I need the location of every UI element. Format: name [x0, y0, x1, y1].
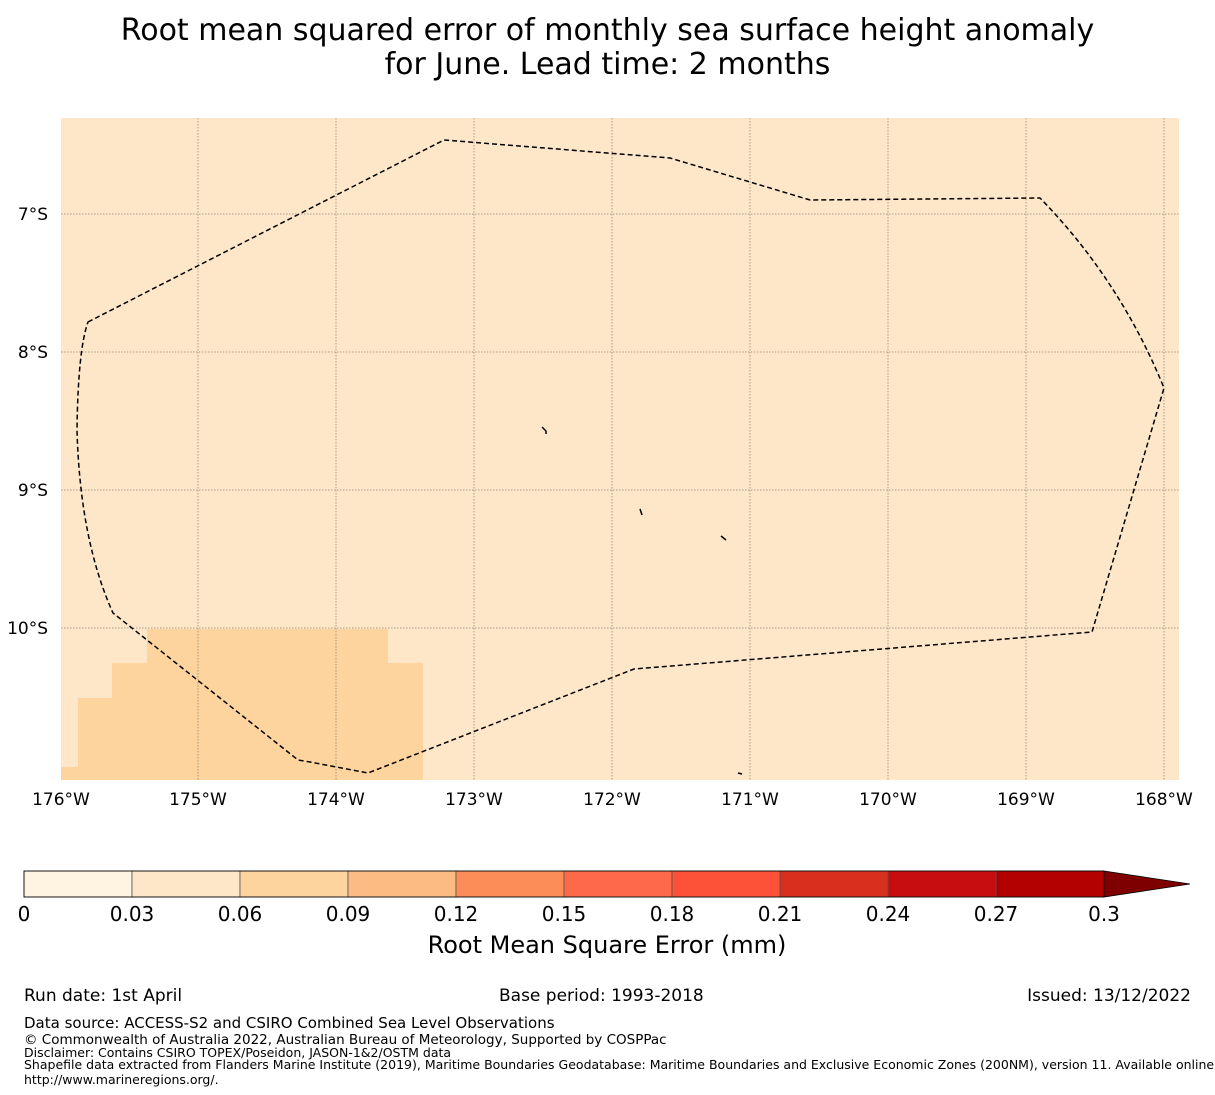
- colorbar-tick-label: 0.18: [650, 902, 695, 926]
- map: 176°W 175°W 174°W 173°W 172°W 171°W 170°…: [7, 118, 1193, 810]
- colorbar-tick-label: 0.12: [434, 902, 479, 926]
- colorbar-box: [347, 870, 457, 898]
- base-period: Base period: 1993-2018: [499, 986, 704, 1006]
- colorbar-box: [887, 870, 997, 898]
- colorbar-box: [131, 870, 241, 898]
- run-date: Run date: 1st April: [24, 986, 183, 1006]
- disclaimer: Disclaimer: Contains CSIRO TOPEX/Poseido…: [24, 1045, 452, 1060]
- colorbar-box: [23, 870, 133, 898]
- island: [541, 426, 547, 434]
- colorbar-tick-label: 0.21: [758, 902, 803, 926]
- shapefile-url: http://www.marineregions.org/.: [24, 1072, 219, 1087]
- lon-tick-label: 168°W: [1135, 790, 1193, 810]
- lat-tick-label: 9°S: [18, 481, 48, 501]
- colorbar-tick-label: 0.27: [974, 902, 1019, 926]
- colorbar-tick-label: 0.24: [866, 902, 911, 926]
- colorbar-extend-arrow: [1103, 870, 1191, 898]
- colorbar-tick-label: 0.3: [1088, 902, 1120, 926]
- colorbar-tick-label: 0.06: [218, 902, 263, 926]
- colorbar-box: [455, 870, 565, 898]
- shapefile-credit: Shapefile data extracted from Flanders M…: [24, 1057, 1215, 1072]
- lon-tick-label: 172°W: [583, 790, 641, 810]
- issued-date: Issued: 13/12/2022: [1027, 986, 1191, 1006]
- colorbar-label: Root Mean Square Error (mm): [428, 931, 787, 959]
- islands: [541, 426, 743, 775]
- colorbar: 0 0.03 0.06 0.09 0.12 0.15 0.18 0.21 0.24 0.27 0.3…: [18, 870, 1191, 959]
- title-line-2: for June. Lead time: 2 months: [384, 47, 831, 82]
- island: [639, 508, 643, 516]
- lon-tick-label: 171°W: [721, 790, 779, 810]
- colorbar-tick-label: 0: [18, 902, 31, 926]
- copyright: © Commonwealth of Australia 2022, Austra…: [24, 1032, 667, 1048]
- data-source: Data source: ACCESS-S2 and CSIRO Combine…: [24, 1014, 555, 1032]
- lon-tick-label: 169°W: [997, 790, 1055, 810]
- lat-tick-label: 10°S: [7, 619, 48, 639]
- lon-tick-label: 173°W: [445, 790, 503, 810]
- gridlines: [61, 118, 1179, 780]
- lat-tick-label: 7°S: [18, 205, 48, 225]
- lon-tick-label: 174°W: [307, 790, 365, 810]
- title-line-1: Root mean squared error of monthly sea s…: [120, 13, 1095, 48]
- lon-tick-label: 170°W: [859, 790, 917, 810]
- colorbar-tick-label: 0.03: [110, 902, 155, 926]
- colorbar-boxes: [23, 870, 1105, 898]
- lon-tick-label: 176°W: [32, 790, 90, 810]
- island: [720, 535, 727, 541]
- colorbar-tick-labels: 0 0.03 0.06 0.09 0.12 0.15 0.18 0.21 0.24 0.27 0.3: [18, 902, 1120, 926]
- higher-error-region: [61, 629, 423, 780]
- lat-tick-label: 8°S: [18, 343, 48, 363]
- colorbar-box: [779, 870, 889, 898]
- eez-boundary: [76, 139, 1165, 774]
- colorbar-box: [239, 870, 349, 898]
- colorbar-box: [563, 870, 673, 898]
- colorbar-tick-label: 0.09: [326, 902, 371, 926]
- lon-tick-label: 175°W: [169, 790, 227, 810]
- island: [737, 772, 743, 775]
- colorbar-box: [995, 870, 1105, 898]
- colorbar-box: [671, 870, 781, 898]
- colorbar-tick-label: 0.15: [542, 902, 587, 926]
- chart-title: Root mean squared error of monthly sea s…: [0, 14, 1215, 82]
